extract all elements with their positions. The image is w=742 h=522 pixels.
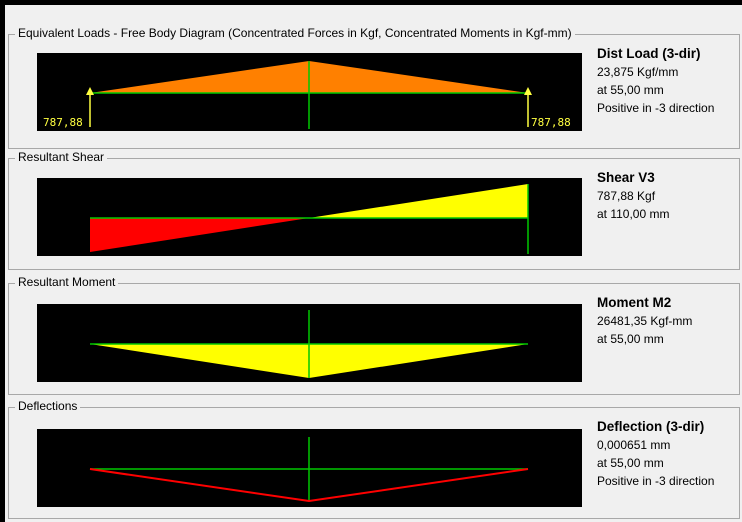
load-info-position: at 55,00 mm [597, 83, 664, 97]
deflections-group: Deflections Deflection (3-dir) 0,000651 … [8, 399, 742, 519]
load-info-value: 23,875 Kgf/mm [597, 65, 679, 79]
deflection-diagram [37, 429, 582, 507]
equivalent-loads-title: Equivalent Loads - Free Body Diagram (Co… [15, 26, 575, 40]
equivalent-loads-group: Equivalent Loads - Free Body Diagram (Co… [8, 26, 742, 149]
resultant-shear-group: Resultant Shear Shear V3 787,88 Kgf at 1… [8, 150, 742, 270]
shear-diagram-svg [90, 184, 529, 254]
shear-info: Shear V3 787,88 Kgf at 110,00 mm [597, 169, 742, 223]
right-reaction-value: 787,88 [531, 116, 571, 129]
moment-info-value: 26481,35 Kgf-mm [597, 314, 693, 328]
shear-info-value: 787,88 Kgf [597, 189, 656, 203]
moment-diagram-svg [90, 310, 528, 378]
deflection-info-direction: Positive in -3 direction [597, 474, 715, 488]
moment-diagram [37, 304, 582, 382]
shear-info-heading: Shear V3 [597, 170, 655, 185]
deflection-info-value: 0,000651 mm [597, 438, 671, 452]
shear-diagram [37, 178, 582, 256]
beam-diagram-panel: Equivalent Loads - Free Body Diagram (Co… [5, 5, 742, 522]
resultant-moment-title: Resultant Moment [15, 275, 119, 289]
resultant-shear-title: Resultant Shear [15, 150, 108, 164]
load-diagram: 787,88 787,88 [37, 53, 582, 131]
negative-shear-area [90, 218, 309, 252]
moment-info: Moment M2 26481,35 Kgf-mm at 55,00 mm [597, 294, 742, 348]
deflections-title: Deflections [15, 399, 81, 413]
left-reaction-arrow-icon [86, 87, 94, 95]
deflection-info-heading: Deflection (3-dir) [597, 419, 705, 434]
right-reaction-arrow-icon [524, 87, 532, 95]
deflection-diagram-svg [89, 437, 529, 503]
load-diagram-svg: 787,88 787,88 [43, 61, 571, 129]
deflection-info-position: at 55,00 mm [597, 456, 664, 470]
resultant-moment-group: Resultant Moment Moment M2 26481,35 Kgf-… [8, 275, 742, 395]
moment-info-heading: Moment M2 [597, 295, 672, 310]
deflection-info: Deflection (3-dir) 0,000651 mm at 55,00 … [597, 418, 742, 490]
load-info: Dist Load (3-dir) 23,875 Kgf/mm at 55,00… [597, 45, 742, 117]
moment-info-position: at 55,00 mm [597, 332, 664, 346]
deflected-shape-line [89, 468, 529, 503]
shear-info-position: at 110,00 mm [597, 207, 670, 221]
positive-shear-area [309, 184, 528, 218]
load-info-heading: Dist Load (3-dir) [597, 46, 701, 61]
left-reaction-value: 787,88 [43, 116, 83, 129]
load-info-direction: Positive in -3 direction [597, 101, 715, 115]
